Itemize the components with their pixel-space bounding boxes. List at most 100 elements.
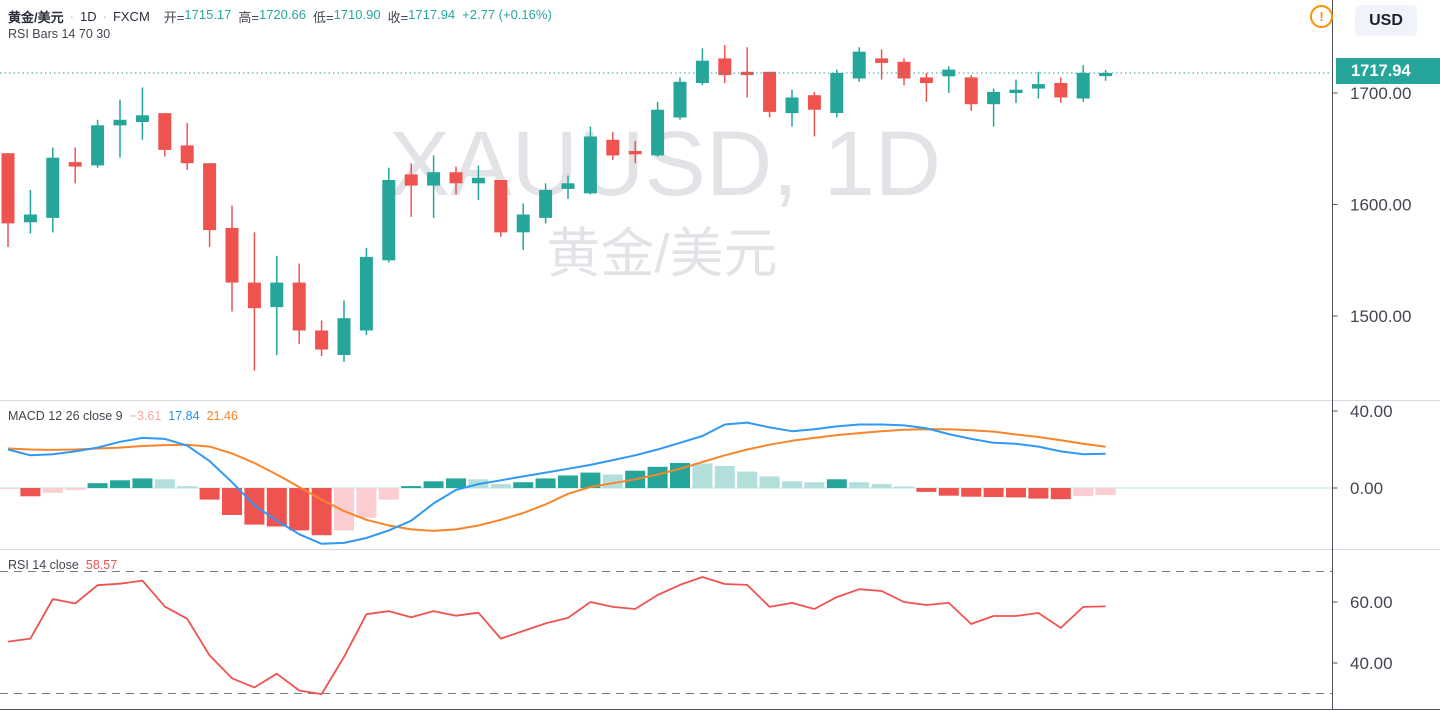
macd-histogram-bar	[1050, 488, 1071, 500]
candle-body	[606, 139, 620, 156]
macd-histogram-bar	[177, 486, 198, 488]
rsi-line	[7, 576, 1106, 695]
candle-body	[1076, 72, 1090, 99]
high-label: 高=	[238, 10, 259, 25]
macd-signal-value: 21.46	[206, 409, 238, 423]
macd-histogram-bar	[961, 488, 982, 497]
macd-histogram-bar	[20, 488, 41, 497]
symbol-title[interactable]: 黄金/美元	[8, 10, 64, 25]
macd-signal-line	[7, 428, 1106, 532]
macd-histogram-bar	[132, 478, 153, 488]
candle-body	[1031, 84, 1045, 89]
watermark: XAUUSD, 1D 黄金/美元	[389, 113, 941, 284]
macd-histogram-bar	[513, 482, 534, 488]
macd-histogram-bar	[1006, 488, 1026, 498]
macd-line-value: 17.84	[168, 409, 200, 423]
macd-histogram-bar	[311, 488, 332, 536]
axis-tick-label: 1500.00	[1350, 307, 1411, 326]
candle-body	[583, 136, 597, 194]
candle-body	[292, 282, 306, 331]
candle-body	[68, 162, 82, 167]
candle-body	[449, 172, 463, 184]
candle-body	[718, 58, 732, 76]
rsi-value: 58.57	[85, 558, 118, 572]
candle-body	[1054, 83, 1068, 98]
macd-histogram-bar	[692, 463, 713, 488]
candle-body	[337, 318, 351, 355]
candle-body	[673, 81, 687, 118]
grid-lines	[0, 400, 1440, 694]
macd-histogram-bar	[110, 480, 130, 488]
candle-body	[91, 125, 105, 166]
macd-histogram-bar	[759, 476, 780, 488]
symbol-legend[interactable]: 黄金/美元 · 1D · FXCM 开= 1715.17 高= 1720.66 低=…	[8, 7, 552, 26]
macd-histogram-bar	[826, 479, 847, 488]
macd-histogram-bar	[199, 488, 220, 500]
candle-body	[23, 214, 37, 223]
candle-body	[203, 163, 217, 231]
macd-histogram-bar	[334, 488, 354, 531]
warning-icon[interactable]: !	[1310, 5, 1333, 28]
candle-body	[359, 256, 373, 331]
candle-body	[628, 151, 642, 155]
candle-body	[1099, 73, 1113, 77]
macd-histogram-bar	[558, 475, 578, 488]
candle-body	[695, 60, 709, 83]
macd-signal	[7, 428, 1106, 532]
close-label: 收=	[387, 10, 409, 25]
macd-histogram-bar	[87, 483, 108, 488]
legend-separator: ·	[69, 9, 74, 24]
candle-body	[315, 330, 329, 350]
axis-tick-label: 1600.00	[1350, 196, 1411, 215]
macd-histogram-bar	[916, 488, 937, 492]
macd-histogram-bar	[378, 488, 399, 500]
candle-body	[225, 227, 239, 283]
macd-line	[7, 421, 1106, 545]
candle-body	[427, 172, 441, 186]
candle-body	[561, 183, 575, 189]
candle-body	[135, 115, 149, 122]
candle-body	[807, 95, 821, 110]
candle-body	[539, 190, 553, 218]
candle-body	[897, 61, 911, 79]
last-price-label: 1717.94	[1336, 58, 1440, 84]
candle-body	[942, 69, 956, 77]
low-label: 低=	[312, 10, 334, 25]
interval-label[interactable]: 1D	[79, 9, 97, 24]
candle-body	[785, 97, 799, 114]
candle-body	[113, 119, 127, 126]
ohlc-values: 开= 1715.17 高= 1720.66 低= 1710.90 收= 1717.94 …	[164, 7, 552, 26]
macd-histogram-bar	[580, 472, 601, 488]
candle-body	[875, 58, 889, 63]
currency-button[interactable]: USD	[1355, 5, 1417, 36]
candle-body	[852, 51, 866, 79]
axis-tick-label: 0.00	[1350, 479, 1383, 498]
close-value: 1717.94	[408, 7, 456, 22]
rsi-bars-legend[interactable]: RSI Bars 14 70 30	[8, 27, 110, 41]
rsi-bars-title[interactable]: RSI Bars 14 70 30	[8, 27, 111, 41]
legend-separator: ·	[102, 9, 107, 24]
macd-legend[interactable]: MACD 12 26 close 9 −3.61 17.84 21.46	[8, 409, 238, 423]
macd-histogram-bar	[737, 471, 758, 488]
candle-body	[471, 177, 485, 184]
candle-body	[651, 109, 665, 156]
macd-histogram-bar	[0, 488, 18, 489]
candle-body	[494, 180, 508, 233]
axis-tick-label: 40.00	[1350, 654, 1393, 673]
candle-body	[987, 91, 1001, 105]
exchange-label[interactable]: FXCM	[112, 9, 150, 24]
macd-histogram-bar	[1073, 488, 1094, 497]
macd-histogram-value: −3.61	[129, 409, 162, 423]
macd-histogram-bar	[1028, 488, 1049, 499]
macd-histogram-bar	[938, 488, 959, 496]
candle-body	[180, 145, 194, 164]
rsi-legend[interactable]: RSI 14 close 58.57	[8, 558, 117, 572]
candle-body	[830, 72, 844, 113]
rsi-title[interactable]: RSI 14 close	[8, 558, 79, 572]
candle-body	[46, 157, 60, 218]
macd-title[interactable]: MACD 12 26 close 9	[8, 409, 123, 423]
candle-body	[270, 282, 284, 308]
macd-histogram-bar	[65, 488, 86, 490]
